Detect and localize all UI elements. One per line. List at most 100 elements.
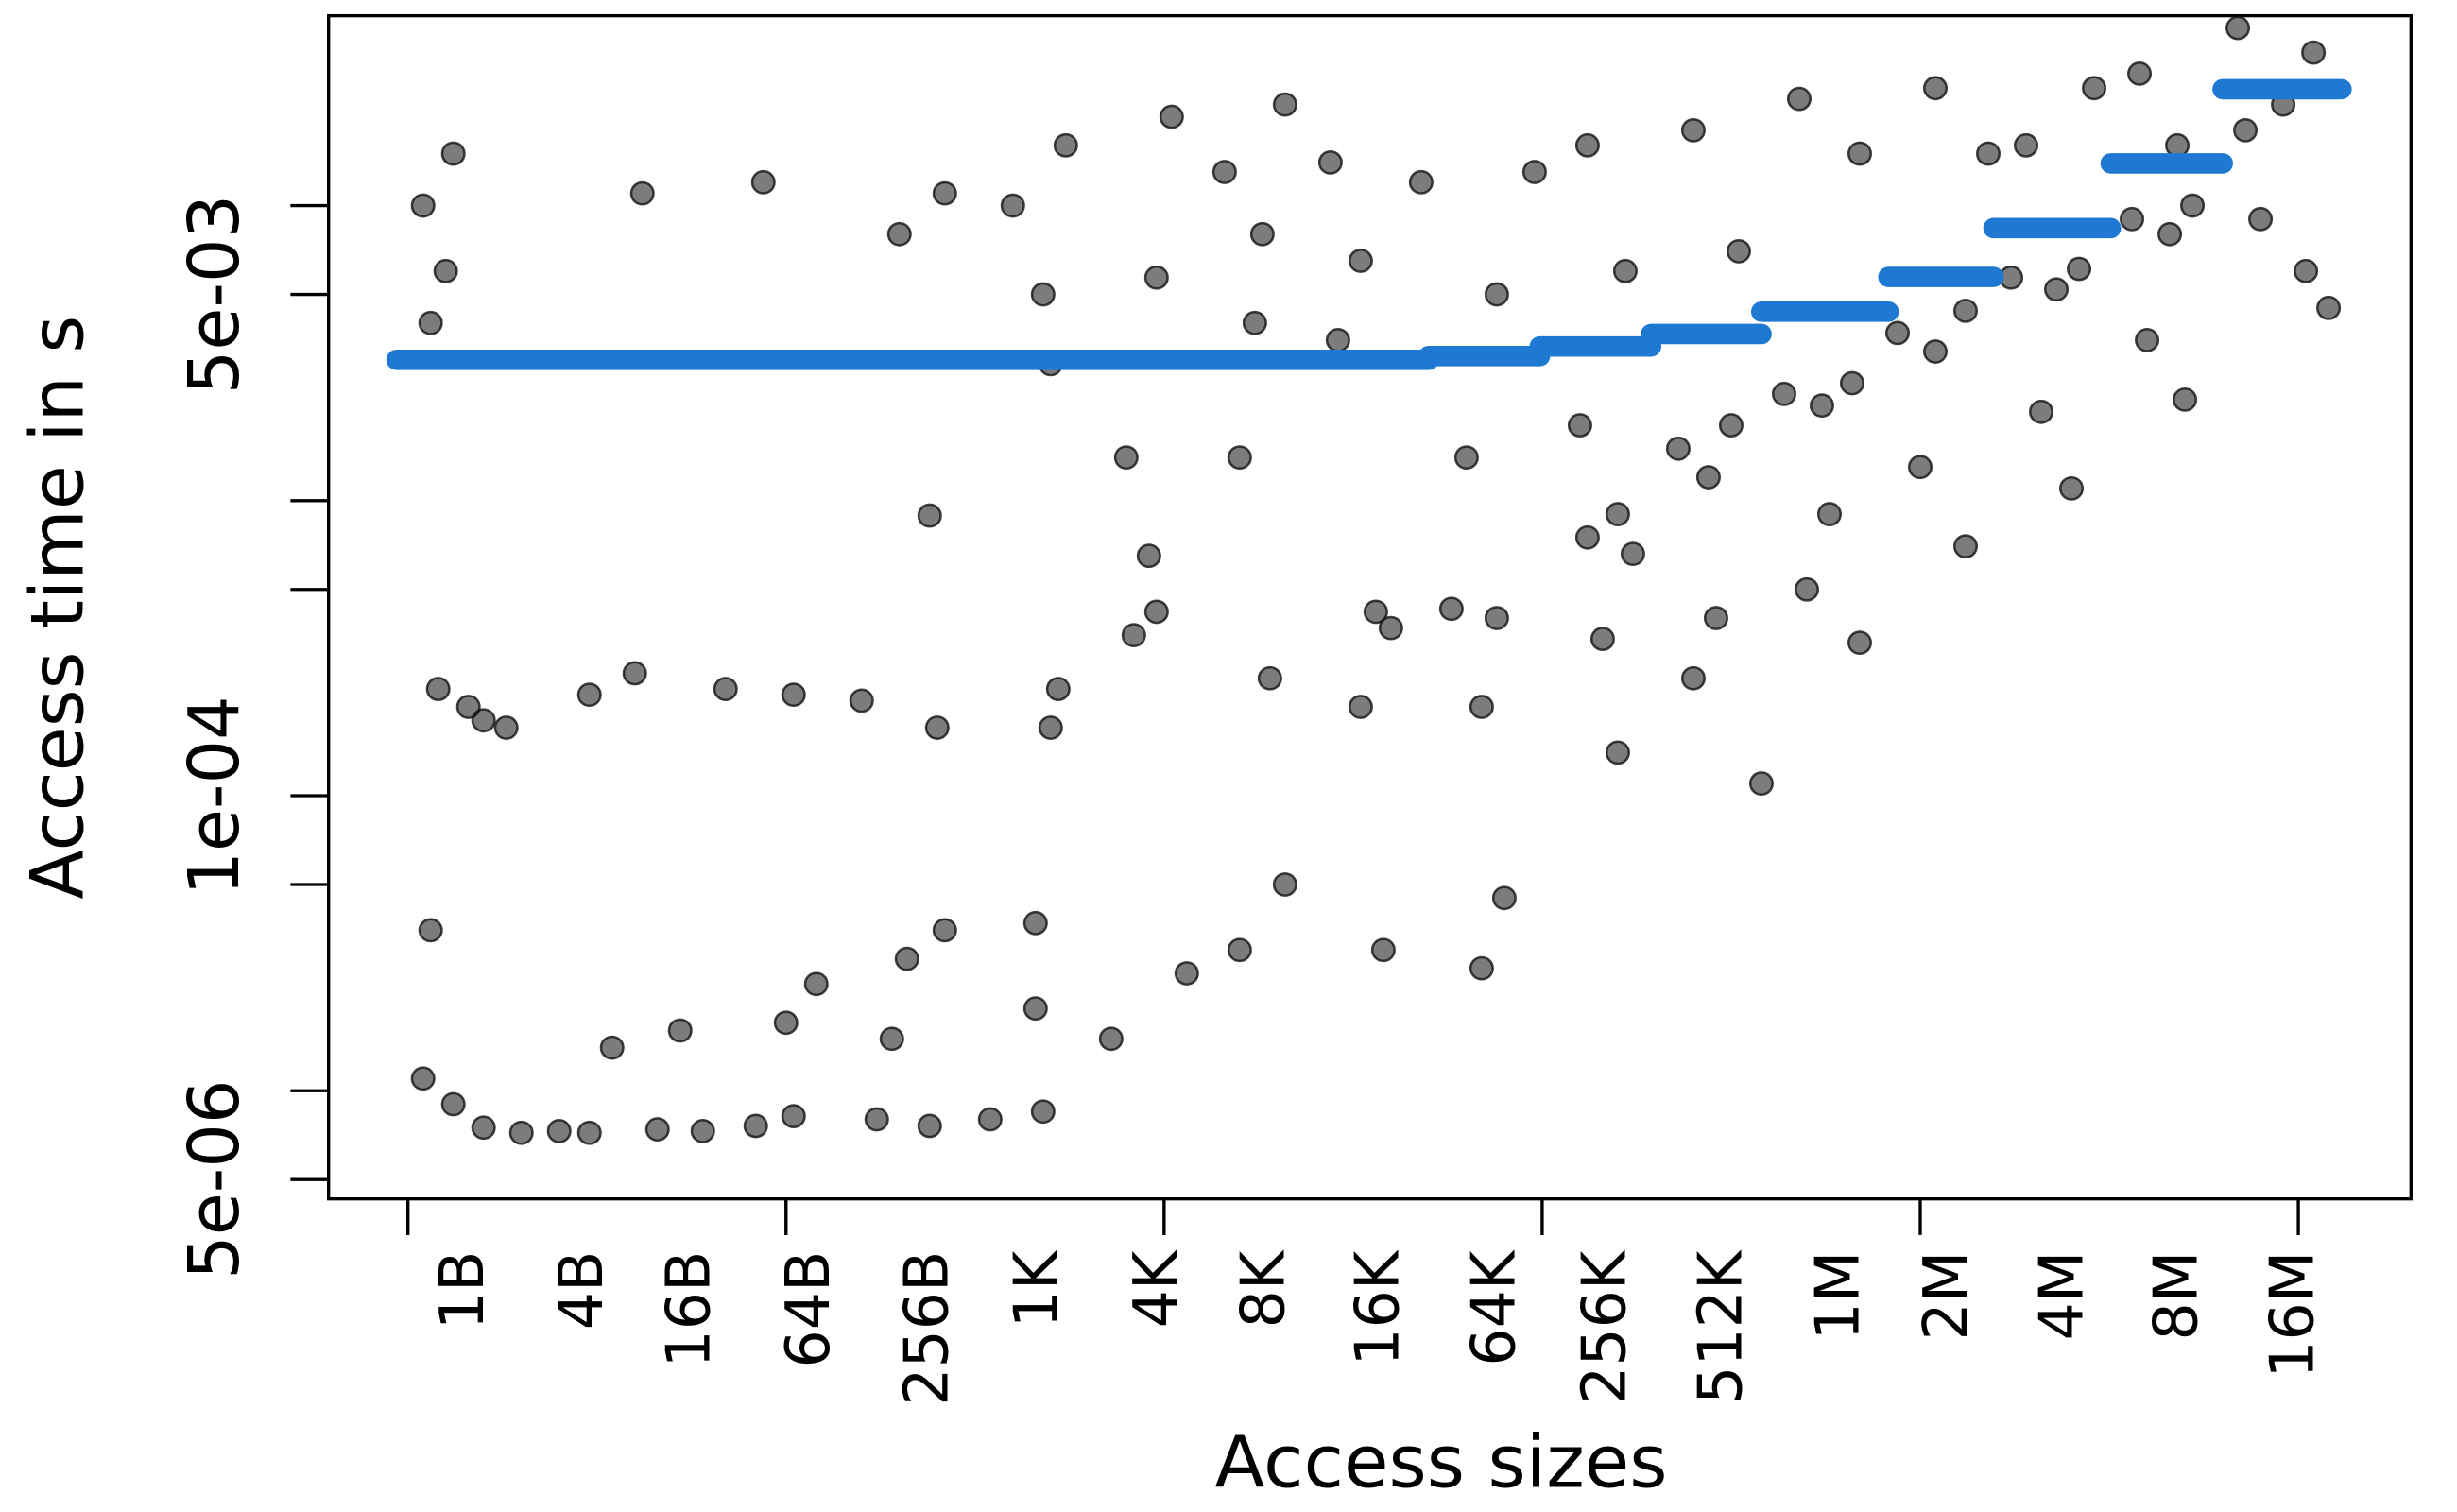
point — [546, 1119, 572, 1143]
point — [455, 695, 481, 719]
point — [1484, 606, 1509, 630]
point — [932, 180, 957, 206]
y-tick-label: 5e-06 — [175, 1080, 255, 1280]
x-tick-label: 64K — [1458, 1249, 1528, 1366]
point — [886, 221, 912, 247]
point — [410, 1066, 436, 1091]
point — [1469, 695, 1494, 719]
point — [803, 971, 829, 997]
point — [1143, 599, 1169, 625]
point — [1030, 282, 1056, 307]
point — [1620, 541, 1645, 567]
point — [1574, 132, 1600, 158]
point — [1348, 249, 1373, 273]
point — [773, 1010, 799, 1036]
point — [1257, 665, 1282, 691]
point — [1038, 715, 1063, 740]
point — [2294, 258, 2319, 284]
point — [2225, 15, 2251, 41]
point — [690, 1119, 715, 1143]
point — [1839, 370, 1864, 396]
point — [493, 715, 519, 740]
point — [1680, 665, 1706, 691]
x-axis-title: Access sizes — [1215, 1421, 1668, 1505]
point — [418, 918, 443, 943]
point — [1022, 910, 1048, 936]
point — [1771, 381, 1796, 406]
point — [2173, 387, 2198, 412]
point — [2301, 40, 2327, 65]
point — [418, 310, 443, 335]
point — [1605, 740, 1630, 765]
x-tick-label: 1M — [1802, 1251, 1872, 1341]
point — [1665, 436, 1691, 461]
point — [1249, 221, 1275, 247]
point — [1809, 393, 1834, 419]
point — [1567, 413, 1592, 438]
point — [1786, 86, 1812, 112]
point — [1121, 623, 1146, 648]
point — [440, 1091, 466, 1117]
point — [2120, 206, 2145, 232]
point — [894, 946, 919, 971]
point — [440, 141, 466, 166]
x-tick-label: 16M — [2257, 1251, 2327, 1379]
point — [1159, 104, 1184, 129]
point — [1174, 961, 1199, 986]
point — [1469, 955, 1494, 981]
point — [1098, 1026, 1124, 1052]
point — [1227, 445, 1252, 471]
x-tick-label: 16K — [1342, 1249, 1412, 1366]
point — [425, 677, 451, 701]
x-tick-label: 4K — [1121, 1249, 1191, 1328]
point — [433, 258, 458, 284]
point — [1816, 502, 1842, 526]
point — [471, 1115, 496, 1141]
point — [622, 661, 647, 686]
point — [1408, 169, 1434, 195]
point — [1703, 606, 1728, 630]
point — [2248, 206, 2274, 232]
point — [2127, 61, 2153, 86]
x-tick-label: 1K — [1001, 1249, 1071, 1328]
point — [1491, 885, 1517, 911]
point — [743, 1113, 768, 1139]
point — [2180, 193, 2206, 218]
point — [1022, 996, 1048, 1022]
point — [1521, 160, 1547, 184]
point — [1227, 937, 1252, 963]
point — [2165, 132, 2191, 158]
y-tick-label: 1e-04 — [175, 696, 255, 895]
point — [1453, 445, 1479, 471]
point — [1363, 599, 1388, 625]
point — [1113, 445, 1139, 471]
x-tick-label: 16B — [653, 1251, 723, 1368]
point — [1325, 328, 1350, 352]
point — [1922, 76, 1949, 101]
point — [1589, 627, 1615, 651]
point — [1922, 339, 1949, 364]
point — [576, 682, 602, 707]
point — [917, 503, 942, 528]
point — [2029, 399, 2054, 424]
point — [2044, 277, 2070, 302]
point — [2067, 256, 2092, 282]
point — [1605, 502, 1630, 526]
point — [2316, 295, 2342, 320]
point — [2059, 475, 2085, 501]
point — [1847, 630, 1872, 656]
point — [1136, 543, 1161, 569]
point — [1975, 141, 2002, 166]
point — [750, 169, 776, 195]
point — [471, 708, 496, 733]
point — [1884, 320, 1911, 346]
point — [410, 193, 436, 218]
point — [713, 677, 738, 701]
point — [644, 1117, 670, 1142]
x-tick-label: 4M — [2026, 1251, 2096, 1341]
point — [924, 715, 950, 740]
point — [932, 918, 957, 943]
point — [576, 1120, 602, 1145]
point — [849, 688, 874, 713]
x-tick-label: 256B — [891, 1251, 961, 1406]
